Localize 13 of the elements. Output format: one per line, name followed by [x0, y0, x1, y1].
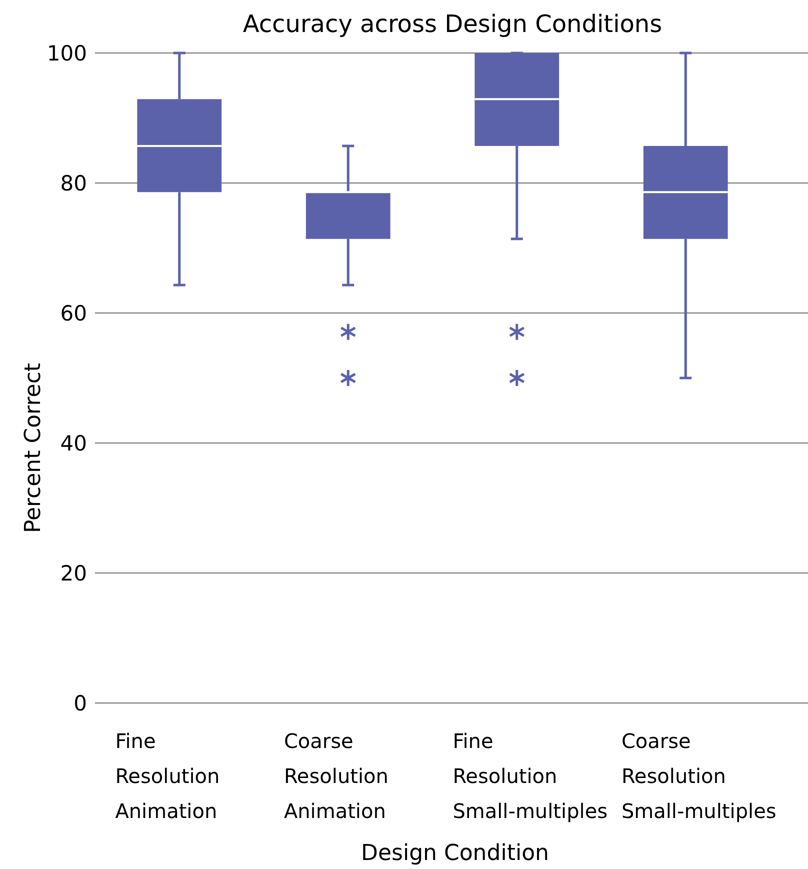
y-tick-label: 100	[46, 41, 87, 66]
x-tick-label: Fine Resolution Animation	[115, 729, 220, 823]
x-tick-label: Fine Resolution Small-multiples	[452, 729, 608, 823]
y-tick-label: 80	[60, 171, 87, 196]
y-tick-label: 60	[60, 301, 87, 326]
y-axis-title: Percent Correct	[21, 362, 46, 534]
y-tick-label: 20	[60, 561, 87, 586]
chart-title: Accuracy across Design Conditions	[242, 10, 662, 38]
y-tick-label: 40	[60, 431, 87, 456]
y-tick-label: 0	[74, 691, 87, 716]
x-axis-title: Design Condition	[361, 841, 549, 866]
x-tick-label: Coarse Resolution Small-multiples	[621, 729, 776, 823]
x-tick-label: Coarse Resolution Animation	[284, 729, 388, 823]
